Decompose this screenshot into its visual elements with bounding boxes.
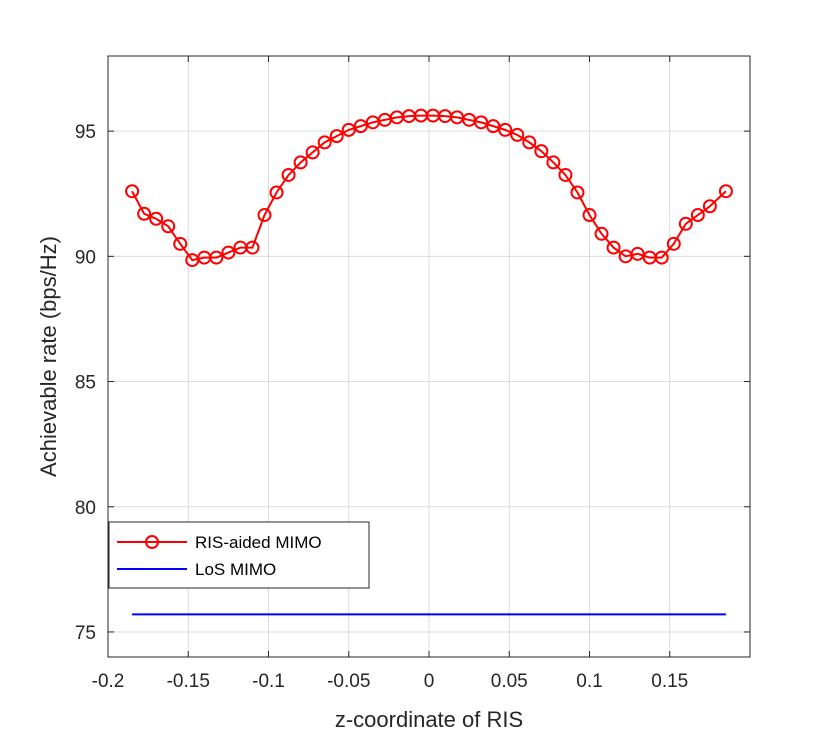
x-tick-label: -0.2 [92,671,125,692]
y-tick-label: 90 [75,247,96,268]
data-point-0 [293,155,308,170]
legend-label-ris: RIS-aided MIMO [195,533,322,552]
x-tick-label: 0.1 [576,671,602,692]
data-point-0 [209,250,224,265]
data-point-0 [257,208,272,223]
y-tick-label: 85 [75,373,96,394]
data-point-0 [317,135,332,150]
grid [107,56,750,657]
x-tick-label: -0.1 [252,671,285,692]
data-point-0 [149,211,164,226]
data-point-0 [353,119,368,134]
data-point-0 [474,115,489,130]
data-point-0 [329,129,344,144]
data-point-0 [137,206,152,221]
data-point-0 [522,135,537,150]
data-point-0 [570,185,585,200]
data-point-0 [690,208,705,223]
y-axis-label: Achievable rate (bps/Hz) [36,236,61,477]
data-point-0 [510,127,525,142]
legend-box [108,521,370,589]
data-point-0 [498,122,513,137]
data-point-0 [221,245,236,260]
data-point-0 [245,240,260,255]
data-point-0 [606,240,621,255]
x-tick-label: -0.05 [327,671,370,692]
data-point-0 [718,184,733,199]
x-tick-label: 0.05 [491,671,528,692]
x-tick-label: 0 [424,671,435,692]
y-tick-label: 95 [75,122,96,143]
data-point-0 [678,216,693,231]
data-point-0 [281,167,296,182]
data-point-0 [173,236,188,251]
data-point-0 [582,208,597,223]
data-point-0 [125,184,140,199]
ticks: -0.2 -0.15 -0.1 -0.05 0 0.05 0.1 0.15 75 80 85 90 95 [75,56,750,692]
y-tick-label: 80 [75,498,96,519]
data-point-0 [534,144,549,159]
series-layer [125,108,733,616]
data-point-0 [594,226,609,241]
data-point-0 [341,122,356,137]
legend-label-los: LoS MIMO [195,560,276,579]
legend-marker-ris [145,535,159,549]
x-tick-label: -0.15 [167,671,210,692]
data-point-0 [486,119,501,134]
data-point-0 [702,199,717,214]
data-point-0 [558,167,573,182]
x-tick-label: 0.15 [651,671,688,692]
data-point-0 [654,250,669,265]
data-point-0 [666,236,681,251]
data-point-0 [269,185,284,200]
legend: RIS-aided MIMO LoS MIMO [108,521,370,589]
data-point-0 [630,246,645,261]
y-tick-label: 75 [75,623,96,644]
data-point-0 [305,145,320,160]
data-point-0 [161,219,176,234]
data-point-0 [546,155,561,170]
x-axis-label: z-coordinate of RIS [335,707,523,732]
